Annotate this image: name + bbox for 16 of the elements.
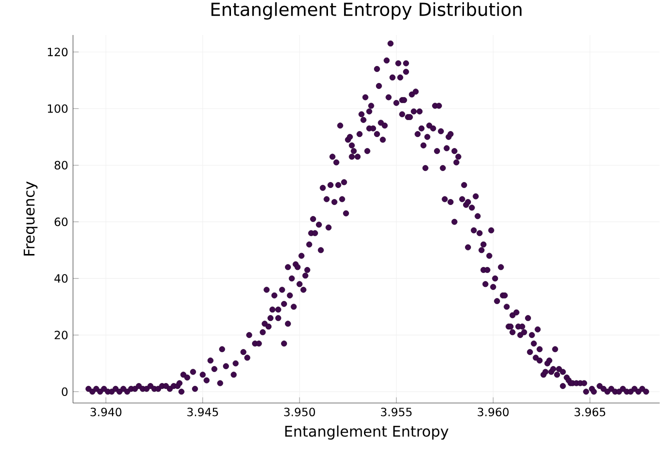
- y-tick-label: 40: [54, 274, 68, 283]
- x-tick-label: 3.960: [478, 408, 509, 416]
- x-tick-label: 3.955: [380, 408, 412, 416]
- x-tick-label: 3.945: [187, 408, 218, 416]
- y-tick-label: 80: [54, 160, 68, 170]
- x-axis-title: Entanglement Entropy: [285, 425, 448, 440]
- x-tick-label: 3.940: [90, 408, 122, 416]
- y-tick-label: 60: [54, 218, 68, 226]
- y-tick-label: 0: [62, 387, 68, 396]
- x-tick-label: 3.950: [284, 408, 316, 416]
- y-axis-title: Frequency: [24, 182, 38, 256]
- y-tick-label: 100: [48, 104, 68, 113]
- chart-title: Entanglement Entropy Distribution: [211, 2, 522, 20]
- x-tick-label: 3.965: [574, 408, 606, 416]
- y-tick-label: 20: [54, 330, 68, 340]
- y-tick-label: 120: [48, 48, 68, 56]
